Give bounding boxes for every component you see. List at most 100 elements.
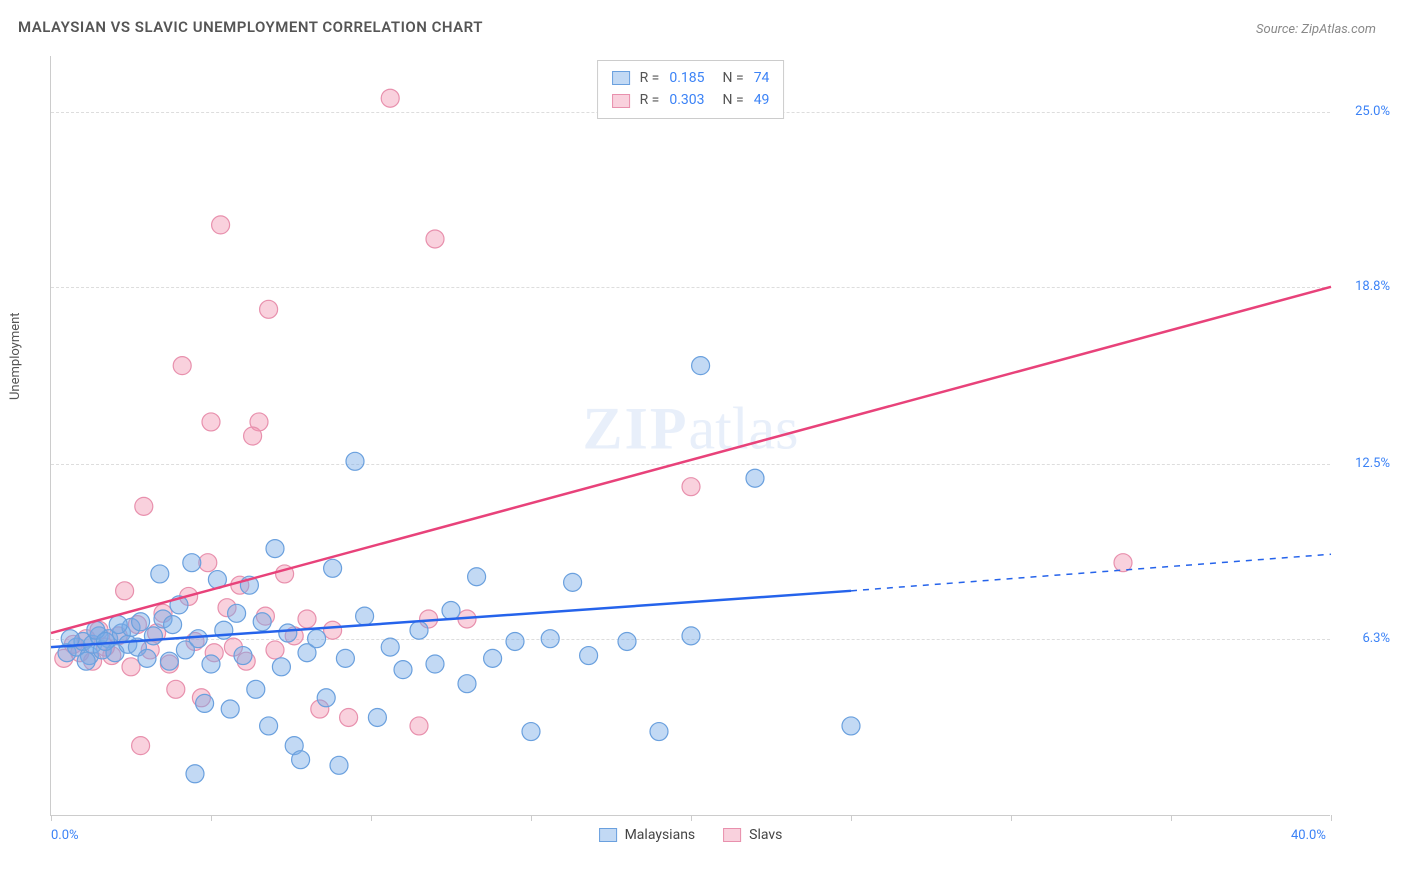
x-tick [51, 815, 52, 821]
scatter-point-b [116, 582, 134, 600]
scatter-point-a [260, 717, 278, 735]
legend-r-label-b: R = [640, 89, 660, 111]
scatter-point-a [164, 616, 182, 634]
trendline-a-dash [851, 554, 1331, 591]
scatter-point-a [580, 647, 598, 665]
legend-row-a: R = 0.185 N = 74 [612, 67, 770, 89]
scatter-point-b [340, 708, 358, 726]
legend-swatch-b-icon [612, 94, 630, 108]
scatter-point-a [317, 689, 335, 707]
scatter-point-a [458, 675, 476, 693]
scatter-point-a [292, 751, 310, 769]
x-tick [1331, 815, 1332, 821]
scatter-point-a [247, 680, 265, 698]
scatter-point-a [266, 540, 284, 558]
legend-n-label-a: N = [723, 67, 744, 89]
y-tick-label: 12.5% [1340, 456, 1390, 471]
x-tick [211, 815, 212, 821]
scatter-point-a [336, 649, 354, 667]
scatter-point-a [356, 607, 374, 625]
scatter-point-a [253, 613, 271, 631]
scatter-point-a [442, 602, 460, 620]
scatter-point-b [122, 658, 140, 676]
scatter-point-a [160, 652, 178, 670]
scatter-point-a [144, 627, 162, 645]
scatter-point-b [244, 427, 262, 445]
scatter-point-a [522, 723, 540, 741]
y-tick-label: 18.8% [1340, 279, 1390, 294]
legend-r-value-b: 0.303 [669, 89, 704, 111]
scatter-point-b [202, 413, 220, 431]
scatter-point-a [564, 573, 582, 591]
scatter-point-a [346, 452, 364, 470]
scatter-point-b [135, 497, 153, 515]
x-tick [691, 815, 692, 821]
x-tick [371, 815, 372, 821]
legend-series-box: Malaysians Slavs [599, 827, 783, 843]
scatter-point-a [228, 604, 246, 622]
scatter-point-a [189, 630, 207, 648]
scatter-point-b [199, 554, 217, 572]
scatter-point-a [96, 632, 114, 650]
scatter-point-a [234, 647, 252, 665]
scatter-point-b [324, 621, 342, 639]
x-tick [851, 815, 852, 821]
scatter-point-a [506, 632, 524, 650]
x-tick-label: 0.0% [51, 828, 79, 843]
scatter-point-a [650, 723, 668, 741]
y-axis-label: Unemployment [8, 312, 23, 400]
legend-r-value-a: 0.185 [669, 67, 704, 89]
scatter-point-a [426, 655, 444, 673]
legend-swatch-a-icon [612, 71, 630, 85]
y-tick-label: 6.3% [1340, 631, 1390, 646]
x-tick [1171, 815, 1172, 821]
scatter-point-a [196, 694, 214, 712]
scatter-plot-area: ZIPatlas 6.3%12.5%18.8%25.0% R = 0.185 N… [50, 56, 1330, 816]
scatter-point-a [279, 624, 297, 642]
scatter-point-b [682, 478, 700, 496]
scatter-point-a [272, 658, 290, 676]
scatter-point-a [746, 469, 764, 487]
scatter-point-b [298, 610, 316, 628]
scatter-point-a [308, 630, 326, 648]
legend-label-b: Slavs [749, 827, 782, 843]
scatter-point-a [132, 613, 150, 631]
legend-swatch-a-icon [599, 828, 617, 842]
scatter-point-b [410, 717, 428, 735]
chart-title: MALAYSIAN VS SLAVIC UNEMPLOYMENT CORRELA… [18, 18, 483, 36]
legend-label-a: Malaysians [625, 827, 696, 843]
scatter-point-b [266, 641, 284, 659]
scatter-point-a [324, 559, 342, 577]
x-tick-label: 40.0% [1291, 828, 1326, 843]
legend-n-value-a: 74 [754, 67, 770, 89]
scatter-point-a [183, 554, 201, 572]
scatter-point-a [186, 765, 204, 783]
scatter-point-a [109, 616, 127, 634]
scatter-point-b [212, 216, 230, 234]
scatter-point-a [692, 357, 710, 375]
plot-svg [51, 56, 1330, 815]
scatter-point-a [484, 649, 502, 667]
scatter-point-a [368, 708, 386, 726]
scatter-point-a [842, 717, 860, 735]
scatter-point-a [618, 632, 636, 650]
legend-n-value-b: 49 [754, 89, 770, 111]
source-attribution: Source: ZipAtlas.com [1256, 22, 1376, 37]
scatter-point-b [167, 680, 185, 698]
scatter-point-b [260, 300, 278, 318]
legend-row-b: R = 0.303 N = 49 [612, 89, 770, 111]
trendline-b [51, 287, 1331, 633]
legend-correlation-box: R = 0.185 N = 74 R = 0.303 N = 49 [597, 60, 785, 119]
x-tick [531, 815, 532, 821]
scatter-point-b [132, 737, 150, 755]
scatter-point-a [221, 700, 239, 718]
scatter-point-a [394, 661, 412, 679]
legend-item-a: Malaysians [599, 827, 696, 843]
scatter-point-a [410, 621, 428, 639]
y-tick-label: 25.0% [1340, 104, 1390, 119]
scatter-point-a [381, 638, 399, 656]
scatter-point-b [381, 89, 399, 107]
legend-swatch-b-icon [723, 828, 741, 842]
scatter-point-a [541, 630, 559, 648]
legend-item-b: Slavs [723, 827, 782, 843]
